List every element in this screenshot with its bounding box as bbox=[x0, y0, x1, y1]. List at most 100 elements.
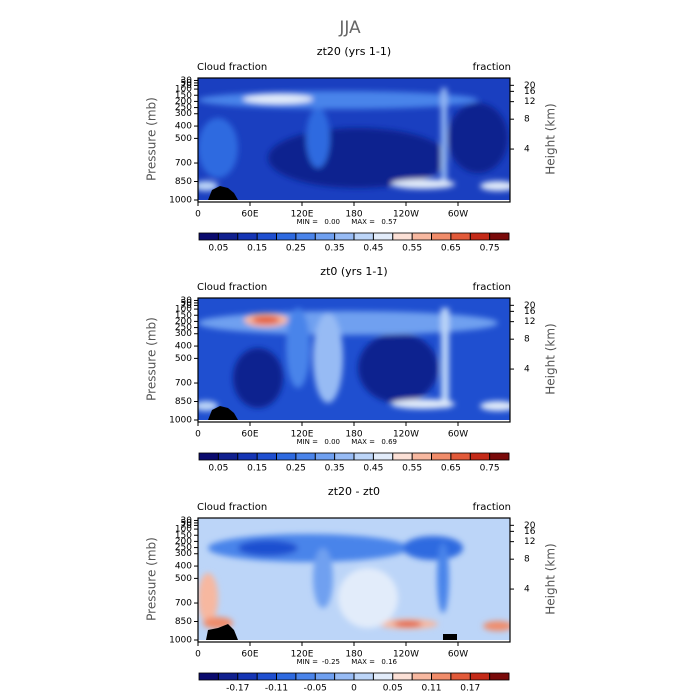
y2-tick-label: 12 bbox=[524, 97, 535, 107]
y-tick-label: 70 bbox=[181, 81, 193, 91]
max-label: MAX = bbox=[351, 218, 375, 226]
y-tick-label: 250 bbox=[175, 543, 192, 553]
colorbar-label: 0.35 bbox=[325, 244, 345, 254]
y-tick-label: 700 bbox=[175, 599, 192, 609]
y-tick-label: 700 bbox=[175, 159, 192, 169]
y2-tick-label: 8 bbox=[524, 555, 530, 565]
y-tick-label: 300 bbox=[175, 109, 192, 119]
y-tick-label: 30 bbox=[181, 296, 193, 306]
y2-axis-label: Height (km) bbox=[544, 543, 558, 614]
y-tick-label: 30 bbox=[181, 76, 193, 86]
colorbar-label: -0.11 bbox=[265, 684, 288, 694]
right-label: fraction bbox=[473, 502, 511, 513]
y-tick-label: 400 bbox=[175, 562, 192, 572]
x-tick-label: 120E bbox=[291, 650, 314, 660]
x-tick-label: 0 bbox=[195, 650, 201, 660]
y2-tick-label: 8 bbox=[524, 335, 530, 345]
colorbar-label: 0.25 bbox=[286, 244, 306, 254]
colorbar-box bbox=[237, 673, 258, 680]
y-tick-label: 150 bbox=[175, 91, 192, 101]
min-value: 0.00 bbox=[324, 218, 340, 226]
max-value: 0.69 bbox=[381, 438, 397, 446]
colorbar-box bbox=[431, 453, 452, 460]
left-label: Cloud fraction bbox=[197, 62, 267, 73]
colorbar-label: -0.05 bbox=[304, 684, 327, 694]
colorbar-box bbox=[412, 453, 432, 460]
colorbar-box bbox=[354, 453, 374, 460]
contour-field bbox=[198, 298, 510, 420]
colorbar-label: 0.65 bbox=[441, 464, 461, 474]
x-tick-label: 120W bbox=[393, 430, 419, 440]
y2-axis-label: Height (km) bbox=[544, 323, 558, 394]
y-tick-label: 300 bbox=[175, 329, 192, 339]
colorbar-box bbox=[295, 233, 316, 240]
colorbar-label: 0.25 bbox=[286, 464, 306, 474]
colorbar-box bbox=[373, 233, 394, 240]
y-tick-label: 500 bbox=[175, 574, 192, 584]
colorbar-box bbox=[470, 233, 490, 240]
colorbar-label: 0.75 bbox=[480, 244, 500, 254]
panel-title: zt20 (yrs 1-1) bbox=[317, 45, 391, 58]
colorbar-box bbox=[257, 453, 277, 460]
y-tick-label: 400 bbox=[175, 122, 192, 132]
contour-field bbox=[198, 78, 510, 200]
y-tick-label: 200 bbox=[175, 317, 192, 327]
colorbar-box bbox=[276, 453, 297, 460]
min-value: 0.00 bbox=[324, 438, 340, 446]
y-tick-label: 850 bbox=[175, 177, 192, 187]
panel-title: zt20 - zt0 bbox=[328, 485, 380, 498]
y-axis-label: Pressure (mb) bbox=[145, 537, 159, 621]
min-label: MIN = bbox=[297, 658, 319, 666]
colorbar-box bbox=[489, 453, 510, 460]
colorbar-box bbox=[257, 673, 277, 680]
colorbar-box bbox=[392, 673, 413, 680]
y-tick-label: 200 bbox=[175, 97, 192, 107]
y-tick-label: 700 bbox=[175, 379, 192, 389]
colorbar-box bbox=[392, 453, 413, 460]
y-tick-label: 100 bbox=[175, 85, 192, 95]
x-tick-label: 60E bbox=[241, 430, 258, 440]
y-tick-label: 30 bbox=[181, 516, 193, 526]
colorbar-box bbox=[373, 453, 394, 460]
y-tick-label: 70 bbox=[181, 521, 193, 531]
min-label: MIN = bbox=[297, 438, 319, 446]
colorbar-label: 0.35 bbox=[325, 464, 345, 474]
x-tick-label: 60E bbox=[241, 650, 258, 660]
y2-tick-label: 4 bbox=[524, 365, 530, 375]
y-tick-label: 200 bbox=[175, 537, 192, 547]
y-tick-label: 850 bbox=[175, 617, 192, 627]
y-tick-label: 1000 bbox=[169, 416, 192, 426]
colorbar-box bbox=[489, 233, 510, 240]
x-tick-label: 120W bbox=[393, 210, 419, 220]
max-value: 0.57 bbox=[381, 218, 397, 226]
colorbar-label: 0.55 bbox=[402, 244, 422, 254]
y-tick-label: 1000 bbox=[169, 636, 192, 646]
colorbar-box bbox=[218, 233, 239, 240]
colorbar-label: 0.45 bbox=[363, 464, 383, 474]
colorbar-box bbox=[450, 673, 471, 680]
colorbar-box bbox=[295, 673, 316, 680]
colorbar-box bbox=[334, 233, 355, 240]
colorbar-box bbox=[431, 233, 452, 240]
colorbar-box bbox=[412, 233, 432, 240]
colorbar-label: 0 bbox=[351, 684, 357, 694]
x-tick-label: 120E bbox=[291, 430, 314, 440]
y-tick-label: 70 bbox=[181, 301, 193, 311]
colorbar-box bbox=[412, 673, 432, 680]
colorbar-label: 0.17 bbox=[460, 684, 480, 694]
y-tick-label: 500 bbox=[175, 354, 192, 364]
y2-tick-label: 16 bbox=[524, 307, 536, 317]
y2-tick-label: 20 bbox=[524, 81, 536, 91]
y-tick-label: 50 bbox=[181, 78, 193, 88]
max-label: MAX = bbox=[351, 438, 375, 446]
colorbar-box bbox=[237, 453, 258, 460]
y-tick-label: 400 bbox=[175, 342, 192, 352]
x-tick-label: 0 bbox=[195, 430, 201, 440]
y2-tick-label: 4 bbox=[524, 145, 530, 155]
colorbar-box bbox=[315, 673, 335, 680]
y-tick-label: 150 bbox=[175, 311, 192, 321]
y-tick-label: 250 bbox=[175, 103, 192, 113]
left-label: Cloud fraction bbox=[197, 282, 267, 293]
colorbar-label: 0.05 bbox=[383, 684, 403, 694]
